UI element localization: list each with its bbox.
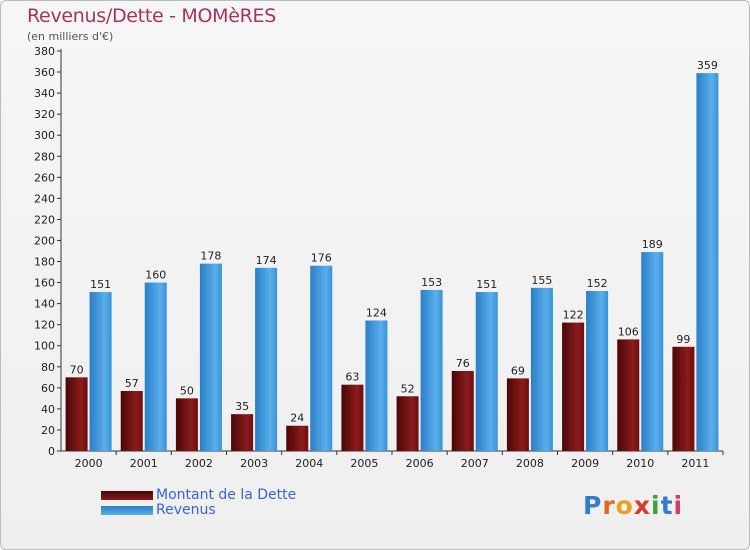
y-tick-label: 180	[34, 256, 55, 269]
y-tick-label: 100	[34, 340, 55, 353]
bar-revenue	[89, 292, 112, 451]
legend-swatch-debt	[101, 491, 153, 500]
data-label-debt: 52	[401, 382, 415, 395]
x-tick-label: 2003	[240, 457, 268, 470]
data-label-revenue: 124	[366, 306, 387, 319]
data-label-debt: 122	[563, 309, 584, 322]
bar-debt	[396, 396, 419, 451]
y-tick-label: 380	[34, 45, 55, 58]
x-tick-label: 2005	[350, 457, 378, 470]
logo-letter: r	[602, 491, 616, 520]
y-tick-label: 60	[41, 382, 55, 395]
data-label-revenue: 155	[531, 274, 552, 287]
x-tick-label: 2002	[185, 457, 213, 470]
y-tick-label: 200	[34, 234, 55, 247]
y-tick-label: 40	[41, 403, 55, 416]
data-label-debt: 106	[618, 325, 639, 338]
y-tick-label: 20	[41, 424, 55, 437]
chart-title: Revenus/Dette - MOMèRES	[27, 5, 276, 27]
bar-debt	[672, 346, 695, 451]
data-label-debt: 35	[235, 400, 249, 413]
data-label-revenue: 160	[145, 269, 166, 282]
data-label-debt: 57	[125, 377, 139, 390]
bar-revenue	[696, 73, 719, 452]
data-label-debt: 70	[70, 363, 84, 376]
logo-letter: i	[651, 491, 661, 520]
x-tick-label: 2000	[75, 457, 103, 470]
legend-item-debt: Montant de la Dette	[101, 488, 296, 503]
bar-debt	[617, 339, 640, 451]
data-label-revenue: 152	[587, 277, 608, 290]
y-tick-label: 300	[34, 129, 55, 142]
bar-debt	[506, 378, 529, 451]
bar-debt	[175, 398, 198, 451]
x-tick-label: 2011	[681, 457, 709, 470]
bar-debt	[286, 425, 309, 451]
x-tick-label: 2007	[461, 457, 489, 470]
legend-label-revenue: Revenus	[156, 502, 216, 518]
data-label-debt: 63	[345, 371, 359, 384]
logo-letter: i	[673, 491, 684, 520]
data-label-revenue: 176	[311, 252, 332, 265]
bar-debt	[341, 384, 364, 451]
x-tick-label: 2004	[295, 457, 323, 470]
y-tick-label: 320	[34, 108, 55, 121]
y-tick-label: 280	[34, 150, 55, 163]
bar-debt	[120, 391, 143, 451]
proxiti-logo: Proxiti	[583, 491, 683, 520]
x-tick-label: 2001	[130, 457, 158, 470]
y-tick-label: 140	[34, 298, 55, 311]
data-label-debt: 24	[290, 412, 304, 425]
data-label-debt: 50	[180, 384, 194, 397]
x-tick-label: 2006	[406, 457, 434, 470]
bar-revenue	[586, 291, 609, 451]
bar-revenue	[255, 267, 278, 451]
y-tick-label: 240	[34, 192, 55, 205]
bar-revenue	[475, 292, 498, 451]
x-tick-label: 2009	[571, 457, 599, 470]
data-label-revenue: 151	[476, 278, 497, 291]
y-tick-label: 360	[34, 66, 55, 79]
data-label-revenue: 189	[642, 238, 663, 251]
legend-item-revenue: Revenus	[101, 503, 296, 518]
logo-letter: t	[660, 491, 674, 520]
chart-subtitle: (en milliers d'€)	[27, 30, 114, 43]
legend-label-debt: Montant de la Dette	[156, 487, 297, 503]
bar-revenue	[310, 265, 333, 451]
y-tick-label: 160	[34, 277, 55, 290]
bar-revenue	[199, 263, 222, 451]
bar-revenue	[365, 320, 388, 451]
data-label-revenue: 178	[200, 250, 221, 263]
bar-revenue	[420, 289, 443, 451]
logo-letter: o	[615, 491, 634, 520]
bar-revenue	[641, 252, 664, 451]
data-label-revenue: 174	[256, 254, 277, 267]
y-tick-label: 220	[34, 213, 55, 226]
bar-debt	[231, 414, 254, 451]
data-label-debt: 69	[511, 364, 525, 377]
bar-debt	[65, 377, 88, 451]
data-label-revenue: 153	[421, 276, 442, 289]
data-label-revenue: 151	[90, 278, 111, 291]
chart-legend: Montant de la Dette Revenus	[101, 488, 296, 518]
y-tick-label: 80	[41, 361, 55, 374]
bar-debt	[451, 371, 474, 451]
data-label-debt: 76	[456, 357, 470, 370]
logo-letter: P	[583, 491, 603, 520]
bar-revenue	[144, 282, 167, 451]
logo-letter: x	[633, 491, 651, 520]
y-tick-label: 120	[34, 319, 55, 332]
y-tick-label: 340	[34, 87, 55, 100]
x-tick-label: 2010	[626, 457, 654, 470]
x-tick-label: 2008	[516, 457, 544, 470]
data-label-debt: 99	[676, 333, 690, 346]
y-tick-label: 260	[34, 171, 55, 184]
bar-debt	[562, 322, 585, 451]
bar-revenue	[530, 287, 553, 451]
y-tick-label: 0	[48, 445, 55, 458]
data-label-revenue: 359	[697, 59, 718, 72]
legend-swatch-revenue	[101, 506, 153, 515]
